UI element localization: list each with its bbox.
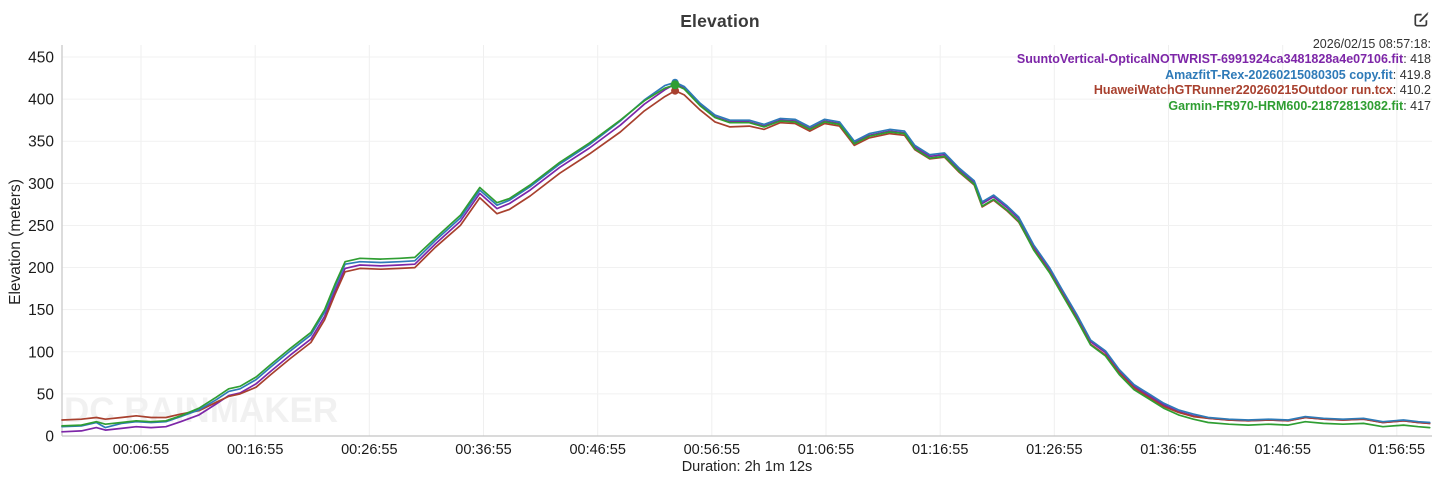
chart-title: Elevation [680, 11, 760, 31]
legend-item[interactable]: SuuntoVertical-OpticalNOTWRIST-6991924ca… [1017, 52, 1431, 67]
legend-series-name: Garmin-FR970-HRM600-21872813082.fit [1168, 98, 1404, 113]
legend-series-name: SuuntoVertical-OpticalNOTWRIST-6991924ca… [1016, 52, 1404, 67]
y-tick-label: 350 [28, 134, 54, 151]
edit-icon[interactable] [1410, 9, 1432, 31]
series-line[interactable] [61, 81, 1431, 429]
x-tick-label: 01:26:55 [1026, 442, 1082, 458]
edit-icon-glyph [1413, 12, 1428, 27]
series-line[interactable] [61, 89, 1431, 425]
x-tick-label: 00:36:55 [455, 442, 511, 458]
x-tick-label: 01:36:55 [1140, 442, 1196, 458]
legend-timestamp: 2026/02/15 08:57:18: [1312, 37, 1431, 51]
series-line[interactable] [61, 83, 1431, 433]
y-tick-label: 50 [37, 386, 55, 403]
legend-series-value: : 417 [1403, 98, 1431, 113]
x-tick-label: 01:16:55 [912, 442, 968, 458]
y-tick-label: 300 [28, 176, 54, 193]
series-line[interactable] [61, 83, 1431, 429]
legend-item[interactable]: Garmin-FR970-HRM600-21872813082.fit: 417 [1017, 99, 1431, 114]
x-axis-title: Duration: 2h 1m 12s [681, 459, 813, 475]
legend-series-name: HuaweiWatchGTRunner220260215Outdoor run.… [1093, 83, 1393, 98]
y-tick-label: 150 [28, 302, 54, 319]
x-tick-label: 01:56:55 [1369, 442, 1425, 458]
legend-series-value: : 410.2 [1392, 83, 1431, 98]
legend-series-value: : 418 [1403, 52, 1431, 67]
y-tick-label: 100 [28, 344, 54, 361]
y-tick-label: 0 [45, 429, 54, 446]
y-tick-label: 250 [28, 218, 54, 235]
y-tick-label: 400 [28, 92, 54, 109]
x-tick-label: 00:06:55 [113, 442, 169, 458]
legend-item[interactable]: HuaweiWatchGTRunner220260215Outdoor run.… [1017, 83, 1431, 98]
x-tick-label: 00:16:55 [227, 442, 283, 458]
x-tick-label: 01:46:55 [1254, 442, 1310, 458]
legend-item[interactable]: AmazfitT-Rex-20260215080305 copy.fit: 41… [1017, 68, 1431, 83]
x-tick-label: 01:06:55 [798, 442, 854, 458]
y-tick-label: 200 [28, 260, 54, 277]
x-tick-label: 00:56:55 [684, 442, 740, 458]
hover-marker [670, 80, 680, 90]
x-tick-label: 00:46:55 [569, 442, 625, 458]
y-tick-label: 450 [28, 50, 54, 67]
legend-series-name: AmazfitT-Rex-20260215080305 copy.fit [1165, 67, 1393, 82]
legend-series-value: : 419.8 [1392, 67, 1431, 82]
x-tick-label: 00:26:55 [341, 442, 397, 458]
legend: 2026/02/15 08:57:18: SuuntoVertical-Optic… [1017, 37, 1431, 114]
